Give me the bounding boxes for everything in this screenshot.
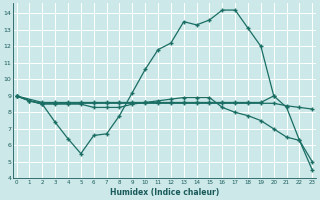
X-axis label: Humidex (Indice chaleur): Humidex (Indice chaleur) <box>110 188 219 197</box>
